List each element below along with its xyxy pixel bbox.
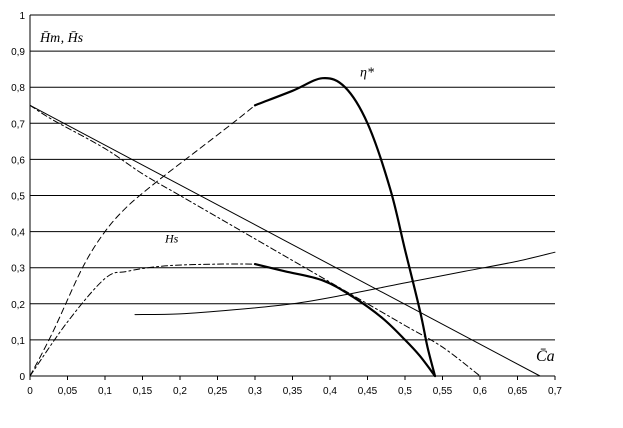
y-tick-label: 0,7 — [11, 119, 25, 130]
x-axis-title: C̄a — [536, 348, 555, 365]
y-tick-label: 0,3 — [11, 264, 25, 275]
annotation-hs-label: Hs — [164, 231, 179, 245]
x-tick-label: 0,45 — [358, 386, 378, 397]
y-tick-label: 0,4 — [11, 228, 25, 239]
x-tick-label: 0,2 — [173, 386, 187, 397]
x-tick-label: 0,5 — [398, 386, 412, 397]
series-lines — [29, 77, 556, 378]
y-tick-label: 0,2 — [11, 300, 25, 311]
y-tick-label: 0 — [19, 372, 25, 383]
x-tick-label: 0,1 — [98, 386, 112, 397]
x-tick-label: 0,3 — [248, 386, 262, 397]
x-tick-label: 0,4 — [323, 386, 337, 397]
annotation-eta-label: η* — [360, 65, 374, 80]
grid-lines — [30, 14, 555, 341]
y-axis-title: H̄т, H̄s — [39, 31, 84, 46]
x-tick-label: 0,7 — [548, 386, 562, 397]
y-tick-label: 0,1 — [11, 336, 25, 347]
y-tick-label: 0,5 — [11, 192, 25, 203]
y-tick-label: 0,8 — [11, 83, 25, 94]
series-line-2 — [29, 104, 256, 377]
series-line-6 — [134, 251, 556, 316]
x-tick-label: 0,55 — [433, 386, 453, 397]
series-line-4 — [253, 77, 437, 378]
x-tick-label: 0,35 — [283, 386, 303, 397]
y-tick-label: 1 — [19, 11, 25, 22]
series-line-5 — [253, 263, 437, 378]
y-tick-label: 0,9 — [11, 47, 25, 58]
x-tick-label: 0,6 — [473, 386, 487, 397]
x-tick-label: 0 — [27, 386, 33, 397]
x-tick-labels: 0 0,05 0,1 0,15 0,2 0,25 0,3 0,35 0,4 0,45 0,5 0,55… — [27, 376, 562, 397]
y-tick-label: 0,6 — [11, 155, 25, 166]
x-tick-label: 0,05 — [58, 386, 78, 397]
series-line-3 — [29, 263, 256, 377]
x-tick-label: 0,15 — [133, 386, 153, 397]
series-line-1 — [29, 104, 481, 377]
y-tick-labels: 0 0,1 0,2 0,3 0,4 0,5 0,6 0,7 0,8 0,9 1 — [11, 11, 25, 383]
x-tick-label: 0,65 — [508, 386, 528, 397]
series-line-0 — [29, 104, 541, 377]
x-tick-label: 0,25 — [208, 386, 228, 397]
